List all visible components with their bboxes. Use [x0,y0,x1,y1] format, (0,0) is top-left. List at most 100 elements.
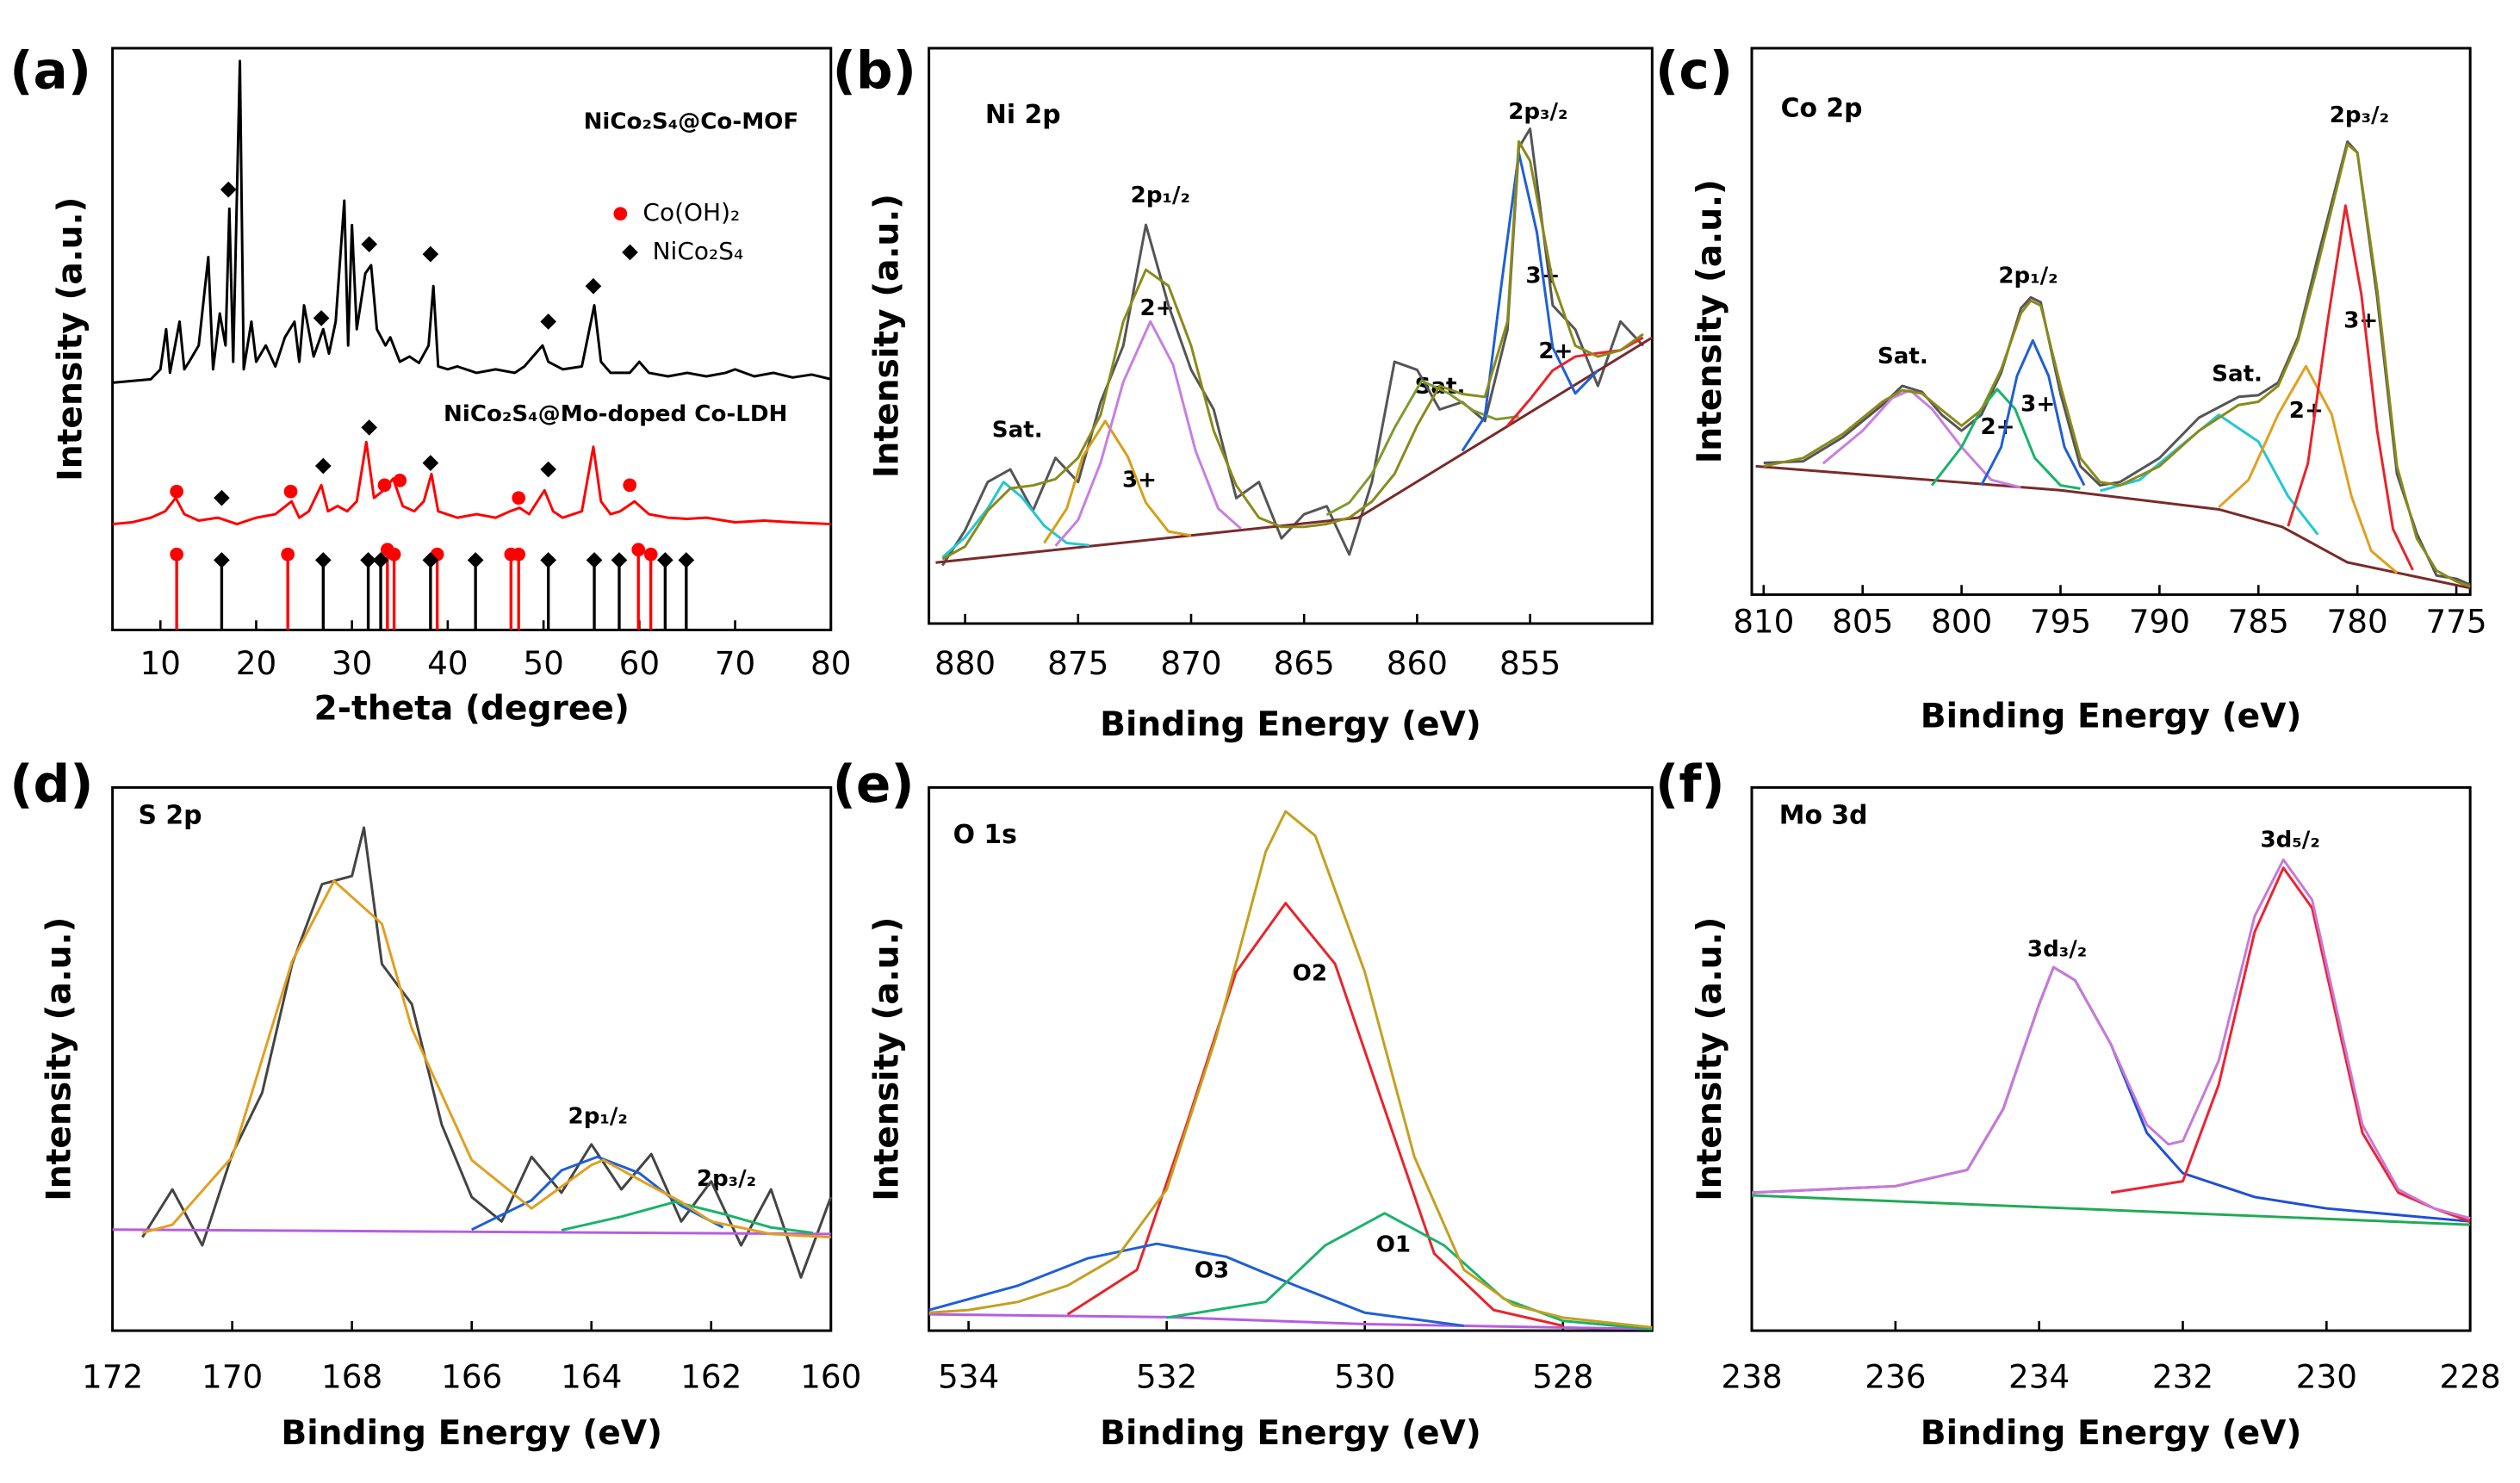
legend-marker [622,244,638,261]
peak-marker [540,461,556,478]
data-line [1166,1212,1653,1331]
legend-label: Co(OH)₂ [642,198,740,226]
data-line [1054,320,1242,547]
peak-marker [540,313,556,330]
annotation: O2 [1293,960,1327,986]
x-tick-label: 780 [2327,603,2388,641]
reference-stick-marker [678,552,695,568]
peak-marker [377,478,392,493]
x-axis-title: Binding Energy (eV) [1921,1414,2302,1453]
annotation: Sat. [2212,361,2262,387]
panel-title: Co 2p [1781,93,1863,123]
annotation: 3+ [2343,308,2378,334]
x-tick-label: 238 [1721,1358,1782,1396]
peak-marker [422,245,439,263]
x-tick-label: 20 [236,644,276,682]
x-tick-label: 162 [680,1358,742,1396]
data-line [1751,965,2471,1223]
data-line [928,810,1653,1329]
annotation: Sat. [992,418,1043,444]
panel-label: (c) [1655,41,1733,101]
x-tick-label: 172 [82,1358,143,1396]
x-tick-label: 790 [2129,603,2190,641]
x-tick-label: 870 [1160,644,1221,682]
peak-marker [170,484,183,499]
panel-title: S 2p [138,800,202,830]
y-axis-title: Intensity (a.u.) [867,194,906,478]
data-line [1755,464,2471,590]
x-tick-label: 810 [1733,603,1794,641]
x-axis-title: Binding Energy (eV) [1921,698,2302,736]
x-tick-label: 50 [523,644,563,682]
plot-frame [928,785,1654,1332]
x-tick-label: 80 [810,644,851,682]
peak-marker [512,491,526,505]
reference-stick-marker [657,552,673,568]
x-tick-label: 60 [619,644,660,682]
panel-label: (b) [833,41,916,101]
x-tick-label: 30 [332,644,372,682]
y-axis-title: Intensity (a.u.) [867,917,906,1201]
annotation: 2+ [1981,414,2015,440]
panel-title: Mo 3d [1779,800,1868,830]
x-tick-label: 170 [202,1358,263,1396]
x-tick-label: 40 [427,644,468,682]
data-line [112,1228,831,1236]
data-line [941,140,1644,561]
reference-stick-marker [643,547,658,562]
x-tick-label: 528 [1532,1358,1593,1396]
reference-stick-marker [586,552,603,568]
peak-marker [283,484,298,499]
data-line [471,1155,724,1232]
plot-frame [111,47,833,631]
x-tick-label: 230 [2296,1358,2357,1396]
data-line [935,336,1654,564]
annotation: 2p₃/₂ [2330,102,2389,128]
reference-stick-marker [214,552,230,568]
peak-marker [361,236,378,252]
data-line [561,1201,814,1235]
data-line [1325,379,1519,517]
peak-marker [585,277,602,295]
series-label: NiCo₂S₄@Co-MOF [584,109,799,134]
data-line [141,879,831,1239]
x-tick-label: 880 [934,644,996,682]
panel-label: (e) [833,755,915,815]
series-label: NiCo₂S₄@Mo-doped Co-LDH [444,401,787,427]
x-tick-label: 865 [1274,644,1335,682]
x-axis-title: Binding Energy (eV) [1100,705,1481,744]
reference-stick-marker [422,552,439,568]
panel-title: O 1s [953,820,1017,850]
reference-stick-marker [512,547,526,562]
x-axis-title: Binding Energy (eV) [281,1414,662,1453]
reference-stick-marker [631,543,646,557]
data-line [1763,143,2471,588]
y-axis-title: Intensity (a.u.) [1691,917,1729,1201]
data-line [1930,388,2081,490]
x-tick-label: 775 [2425,603,2486,641]
reference-stick-marker [540,552,556,568]
y-axis-title: Intensity (a.u.) [1691,179,1729,463]
y-axis-title: Intensity (a.u.) [40,917,78,1201]
peak-marker [314,457,332,475]
x-tick-label: 532 [1136,1358,1197,1396]
x-tick-label: 795 [2030,603,2091,641]
data-line [941,127,1644,567]
peak-marker [220,181,237,198]
peak-marker [361,419,378,436]
reference-stick-marker [314,552,332,568]
data-line [1461,152,1599,452]
reference-stick-marker [467,552,484,568]
legend-label: NiCo₂S₄ [653,237,744,265]
data-line [2100,413,2319,536]
x-tick-label: 785 [2228,603,2289,641]
annotation: 2p₁/₂ [568,1103,628,1129]
data-line [112,440,831,526]
x-tick-label: 236 [1865,1358,1926,1396]
annotation: O1 [1376,1232,1411,1258]
peak-marker [313,310,330,326]
x-tick-label: 70 [715,644,755,682]
y-axis-title: Intensity (a.u.) [51,197,90,481]
plot-frame [1750,47,2472,596]
